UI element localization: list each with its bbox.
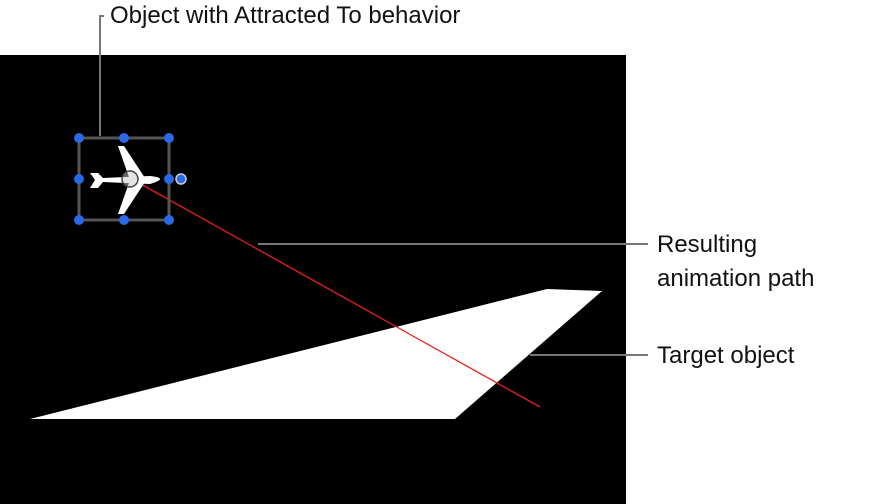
animation-path [129, 177, 541, 408]
selection-handle-icon [74, 215, 84, 225]
selection-handle-icon [164, 133, 174, 143]
target-object[interactable] [30, 289, 602, 419]
callout-target: Target object [657, 342, 795, 369]
selection-handles[interactable] [74, 133, 174, 225]
rotation-handle-icon[interactable] [175, 173, 187, 185]
selection-handle-icon [164, 215, 174, 225]
selection-handle-icon [164, 174, 174, 184]
selection-handle-icon [119, 133, 129, 143]
callout-path: Resulting animation path [657, 230, 814, 293]
selection-handle-icon [74, 133, 84, 143]
callout-path-line2: animation path [657, 265, 815, 292]
selection-handle-icon [74, 174, 84, 184]
callout-object: Object with Attracted To behavior [110, 2, 461, 29]
callout-lines [99, 15, 648, 356]
selection-handle-icon [119, 215, 129, 225]
callout-path-line1: Resulting [657, 231, 758, 258]
anchor-point-icon[interactable] [121, 170, 139, 188]
